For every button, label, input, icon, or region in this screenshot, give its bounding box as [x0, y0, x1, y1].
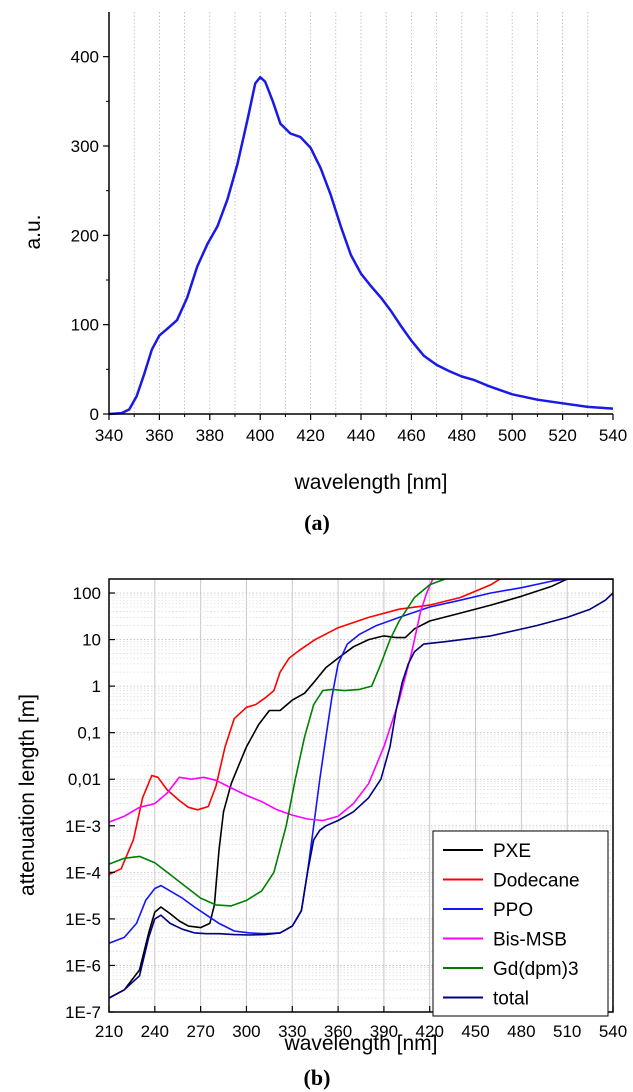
chart-a: 340 360 380 400 420 440 460 480 500 520 540 0 100 200… [22, 12, 627, 535]
y-tick-label: 1E-5 [65, 910, 101, 929]
chart-b: 210 240 270 300 330 360 390 420 450 480 510 540 1E-7… [16, 578, 627, 1090]
chart-a-series [108, 75, 614, 416]
y-tick-label: 1E-4 [65, 863, 101, 882]
x-tick-label: 300 [232, 1022, 260, 1041]
chart-a-x-axis-label: wavelength [nm] [294, 471, 448, 494]
chart-b-y-axis-label: attenuation length [m] [16, 694, 39, 896]
series-line-pxe [109, 579, 613, 999]
y-tick-label: 1E-6 [65, 956, 101, 975]
y-tick-label: 1E-7 [65, 1003, 101, 1022]
series-line-dodecane [109, 579, 613, 876]
legend-label: Bis-MSB [493, 930, 567, 951]
x-tick-label: 240 [141, 1022, 169, 1041]
y-tick-label: 1E-3 [65, 817, 101, 836]
legend-label: PXE [493, 841, 531, 862]
chart-a-ticks: 340 360 380 400 420 440 460 480 500 520 540 0 100 200… [71, 12, 627, 445]
x-tick-label: 540 [599, 426, 627, 445]
chart-b-legend: PXE Dodecane PPO Bis-MSB Gd(dpm)3 total [432, 830, 609, 1017]
x-tick-label: 500 [498, 426, 526, 445]
x-tick-label: 510 [553, 1022, 581, 1041]
x-tick-label: 210 [95, 1022, 123, 1041]
y-tick-label: 1 [92, 677, 101, 696]
legend-label: total [493, 989, 529, 1010]
x-tick-label: 360 [145, 426, 173, 445]
y-tick-label: 0,1 [77, 724, 101, 743]
x-tick-label: 420 [416, 1022, 444, 1041]
chart-b-series [109, 579, 613, 999]
x-tick-label: 330 [278, 1022, 306, 1041]
y-tick-label: 100 [73, 584, 101, 603]
legend-label: Dodecane [493, 871, 580, 892]
y-tick-label: 0,01 [68, 770, 101, 789]
x-tick-label: 270 [186, 1022, 214, 1041]
chart-b-caption: (b) [304, 1065, 331, 1090]
y-tick-label: 0 [90, 405, 99, 424]
x-tick-label: 420 [296, 426, 324, 445]
y-tick-label: 300 [71, 137, 99, 156]
legend-label: Gd(dpm)3 [493, 959, 579, 980]
chart-a-caption: (a) [304, 510, 330, 535]
x-tick-label: 540 [599, 1022, 627, 1041]
y-tick-label: 100 [71, 316, 99, 335]
series-line-bis-msb [109, 579, 434, 823]
x-tick-label: 450 [461, 1022, 489, 1041]
x-tick-label: 520 [548, 426, 576, 445]
chart-a-grid [133, 12, 589, 414]
x-tick-label: 380 [196, 426, 224, 445]
series-line-gd-dpm-3 [109, 579, 446, 907]
chart-b-plot-frame [108, 578, 614, 1013]
x-tick-label: 440 [347, 426, 375, 445]
series-line-total [109, 592, 613, 999]
x-tick-label: 400 [246, 426, 274, 445]
y-tick-label: 200 [71, 226, 99, 245]
x-tick-label: 340 [95, 426, 123, 445]
legend-box [432, 830, 609, 1017]
x-tick-label: 390 [370, 1022, 398, 1041]
x-tick-label: 480 [507, 1022, 535, 1041]
x-tick-label: 460 [397, 426, 425, 445]
series-line [108, 75, 614, 416]
chart-b-ticks: 210 240 270 300 330 360 390 420 450 480 510 540 1E-7… [65, 584, 627, 1041]
x-tick-label: 360 [324, 1022, 352, 1041]
y-tick-label: 10 [82, 631, 101, 650]
chart-a-y-axis-label: a.u. [22, 214, 45, 249]
x-tick-label: 480 [448, 426, 476, 445]
legend-label: PPO [493, 900, 533, 921]
y-tick-label: 400 [71, 48, 99, 67]
chart-b-x-axis-label: wavelength [nm] [284, 1032, 438, 1055]
